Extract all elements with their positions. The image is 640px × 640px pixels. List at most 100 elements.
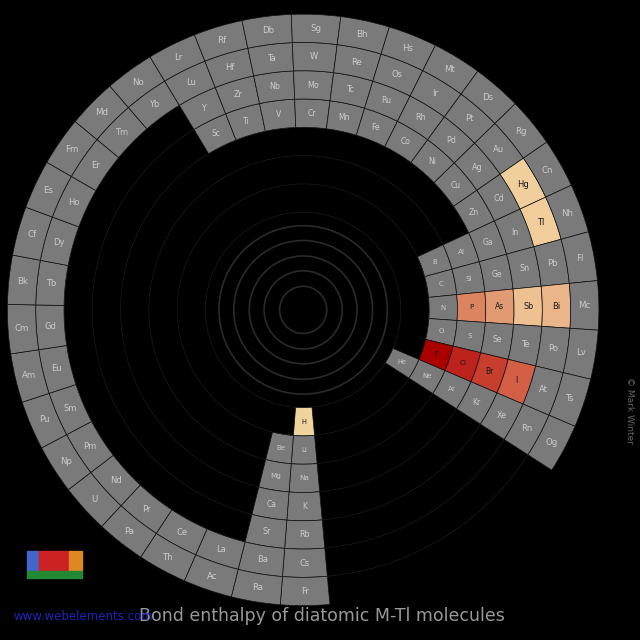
Wedge shape xyxy=(260,99,296,131)
Wedge shape xyxy=(454,190,494,233)
Wedge shape xyxy=(561,232,598,284)
Text: Ts: Ts xyxy=(566,394,575,403)
Text: Th: Th xyxy=(163,553,174,562)
Wedge shape xyxy=(252,487,289,520)
Wedge shape xyxy=(42,435,91,490)
Text: Md: Md xyxy=(95,108,108,118)
Wedge shape xyxy=(97,108,147,157)
Text: Tl: Tl xyxy=(538,218,545,227)
Wedge shape xyxy=(285,520,324,549)
Text: Br: Br xyxy=(486,367,494,376)
Wedge shape xyxy=(423,45,478,94)
Wedge shape xyxy=(513,286,542,326)
Text: Li: Li xyxy=(301,447,307,453)
Text: Te: Te xyxy=(522,340,530,349)
Wedge shape xyxy=(253,71,294,104)
Wedge shape xyxy=(333,45,381,81)
Wedge shape xyxy=(477,174,520,221)
Text: Po: Po xyxy=(548,344,559,353)
Text: Nb: Nb xyxy=(269,82,281,91)
Text: C: C xyxy=(438,282,444,287)
Text: Zn: Zn xyxy=(469,208,479,217)
Wedge shape xyxy=(287,492,322,521)
Wedge shape xyxy=(238,542,285,577)
Text: Bk: Bk xyxy=(17,276,29,285)
Text: Pa: Pa xyxy=(124,527,134,536)
Text: Ag: Ag xyxy=(472,163,483,172)
Text: Bh: Bh xyxy=(356,30,368,39)
Wedge shape xyxy=(245,515,287,548)
Wedge shape xyxy=(570,280,599,330)
Wedge shape xyxy=(294,71,333,100)
Wedge shape xyxy=(291,14,341,45)
Text: Fr: Fr xyxy=(301,587,309,596)
Wedge shape xyxy=(497,359,536,404)
Wedge shape xyxy=(110,57,164,108)
Text: Og: Og xyxy=(546,438,558,447)
Text: Ar: Ar xyxy=(448,386,456,392)
Text: Cm: Cm xyxy=(15,324,29,333)
Wedge shape xyxy=(68,472,121,527)
Wedge shape xyxy=(381,27,435,70)
Text: Kr: Kr xyxy=(473,397,481,407)
Wedge shape xyxy=(541,284,571,328)
Text: Bi: Bi xyxy=(552,301,561,310)
Wedge shape xyxy=(22,394,67,448)
Wedge shape xyxy=(194,114,236,154)
Text: Mc: Mc xyxy=(579,301,591,310)
Wedge shape xyxy=(67,422,113,472)
Text: Fl: Fl xyxy=(577,254,584,263)
Wedge shape xyxy=(150,35,205,81)
Text: K: K xyxy=(302,502,307,511)
Text: S: S xyxy=(467,333,472,339)
Text: Zr: Zr xyxy=(234,90,243,99)
Wedge shape xyxy=(452,262,485,294)
Wedge shape xyxy=(291,435,317,464)
Text: Pb: Pb xyxy=(547,259,557,268)
Bar xyxy=(69,551,81,571)
Text: Bond enthalpy of diatomic M-Tl molecules: Bond enthalpy of diatomic M-Tl molecules xyxy=(139,607,505,625)
Wedge shape xyxy=(461,71,515,124)
Text: Cf: Cf xyxy=(28,230,36,239)
Text: Au: Au xyxy=(493,145,504,154)
Text: Pd: Pd xyxy=(446,136,456,145)
Text: Gd: Gd xyxy=(44,322,56,331)
Wedge shape xyxy=(426,319,457,346)
Text: Be: Be xyxy=(276,445,285,451)
Text: Ta: Ta xyxy=(268,54,276,63)
Wedge shape xyxy=(282,548,327,577)
Wedge shape xyxy=(494,209,534,254)
Text: Pt: Pt xyxy=(465,114,474,124)
Text: Pm: Pm xyxy=(83,442,97,451)
Text: B: B xyxy=(433,259,437,265)
Text: Mg: Mg xyxy=(271,473,282,479)
Wedge shape xyxy=(434,163,477,206)
Wedge shape xyxy=(205,48,253,88)
Wedge shape xyxy=(289,463,319,492)
Text: Nd: Nd xyxy=(110,476,122,484)
Wedge shape xyxy=(266,432,293,464)
Text: No: No xyxy=(132,77,143,86)
Wedge shape xyxy=(38,346,76,394)
Wedge shape xyxy=(546,185,588,239)
Text: Sn: Sn xyxy=(519,264,529,273)
Text: Ac: Ac xyxy=(207,572,218,581)
Wedge shape xyxy=(49,385,92,435)
Text: Si: Si xyxy=(465,276,472,282)
Text: Mn: Mn xyxy=(339,113,350,122)
Text: Hs: Hs xyxy=(402,44,413,53)
Text: Cs: Cs xyxy=(300,559,310,568)
Text: Co: Co xyxy=(401,138,410,147)
Wedge shape xyxy=(259,460,291,492)
Wedge shape xyxy=(293,407,314,436)
Wedge shape xyxy=(36,305,67,349)
Text: Ni: Ni xyxy=(428,157,436,166)
Wedge shape xyxy=(495,104,547,158)
Text: Ds: Ds xyxy=(483,93,493,102)
Text: Cn: Cn xyxy=(542,166,554,175)
Text: Ne: Ne xyxy=(422,372,431,379)
Wedge shape xyxy=(433,371,471,409)
Text: Ra: Ra xyxy=(252,583,264,593)
Wedge shape xyxy=(504,404,549,455)
Text: Db: Db xyxy=(262,26,275,35)
